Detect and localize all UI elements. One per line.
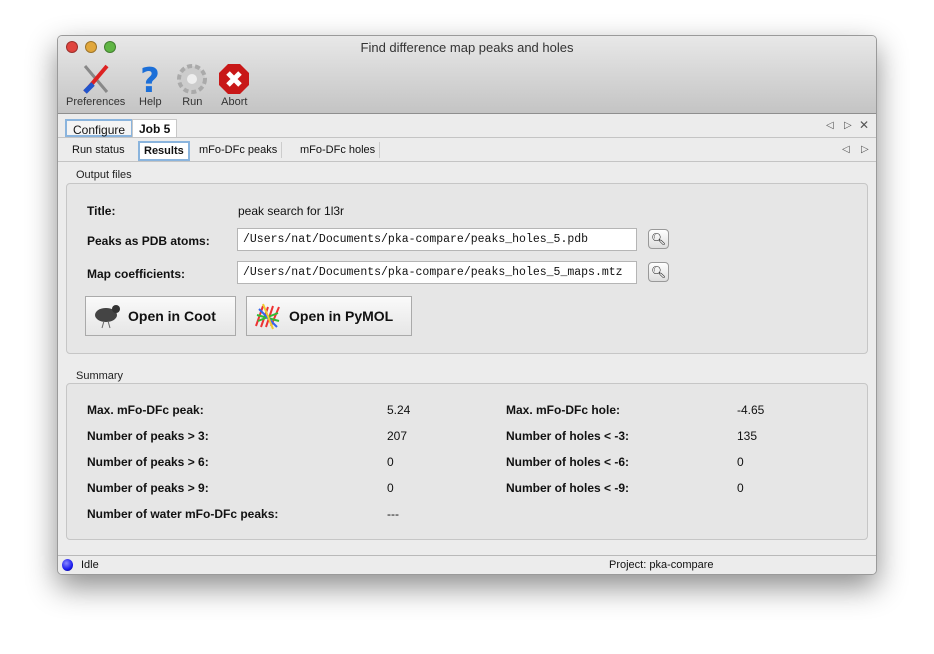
summary-label: Number of holes < -9: xyxy=(506,481,630,495)
output-files-heading: Output files xyxy=(76,169,132,181)
subtab-scroll-left-icon[interactable]: ◁ xyxy=(842,144,850,155)
summary-label: Max. mFo-DFc hole: xyxy=(506,403,621,417)
status-bar: Idle Project: pka-compare xyxy=(58,555,876,574)
abort-button[interactable]: Abort xyxy=(215,62,253,108)
summary-value: 207 xyxy=(387,429,408,443)
pymol-icon xyxy=(255,303,280,330)
output-files-panel: Title: peak search for 1l3r Peaks as PDB… xyxy=(66,183,868,354)
summary-label: Number of holes < -3: xyxy=(506,429,630,443)
minimize-window-button[interactable] xyxy=(85,41,97,53)
coot-bird-icon xyxy=(95,305,120,329)
abort-icon xyxy=(219,64,250,94)
open-in-pymol-button[interactable]: Open in PyMOL xyxy=(246,296,412,336)
summary-label: Number of peaks > 9: xyxy=(87,481,209,495)
map-path-field[interactable]: /Users/nat/Documents/pka-compare/peaks_h… xyxy=(237,261,637,284)
summary-value: 135 xyxy=(737,429,758,443)
map-label: Map coefficients: xyxy=(87,267,186,281)
summary-label: Number of water mFo-DFc peaks: xyxy=(87,507,279,521)
run-label: Run xyxy=(182,96,203,108)
subtab-run-status[interactable]: Run status xyxy=(72,144,125,156)
magnifier-icon: 🔍︎ xyxy=(650,265,667,279)
coot-label: Open in Coot xyxy=(128,308,216,324)
subtab-results[interactable]: Results xyxy=(138,141,190,161)
run-button[interactable]: Run xyxy=(173,62,211,108)
open-in-coot-button[interactable]: Open in Coot xyxy=(85,296,236,336)
summary-heading: Summary xyxy=(76,370,124,382)
summary-label: Number of peaks > 6: xyxy=(87,455,209,469)
tab-job-5[interactable]: Job 5 xyxy=(132,119,178,137)
help-label: Help xyxy=(139,96,162,108)
help-icon: ? xyxy=(140,62,160,96)
help-button[interactable]: ? Help xyxy=(131,62,169,108)
summary-panel: Max. mFo-DFc peak: 5.24 Number of peaks … xyxy=(66,383,868,540)
svg-text:?: ? xyxy=(140,62,160,96)
summary-label: Number of holes < -6: xyxy=(506,455,630,469)
subtab-scroll-right-icon[interactable]: ▷ xyxy=(861,144,869,155)
summary-label: Number of peaks > 3: xyxy=(87,429,209,443)
title-bar: Find difference map peaks and holes Pref… xyxy=(58,36,876,114)
project-text: Project: pka-compare xyxy=(609,559,714,571)
summary-label: Max. mFo-DFc peak: xyxy=(87,403,204,417)
zoom-window-button[interactable] xyxy=(104,41,116,53)
close-window-button[interactable] xyxy=(66,41,78,53)
tab-scroll-left-icon[interactable]: ◁ xyxy=(826,120,834,131)
pdb-label: Peaks as PDB atoms: xyxy=(87,234,210,248)
browse-pdb-button[interactable]: 🔍︎ xyxy=(648,229,669,249)
subtab-peaks[interactable]: mFo-DFc peaks xyxy=(195,142,283,158)
tab-scroll-right-icon[interactable]: ▷ xyxy=(844,120,852,131)
summary-value: 0 xyxy=(737,455,744,469)
status-text: Idle xyxy=(81,559,99,571)
summary-value: 0 xyxy=(387,481,394,495)
status-indicator-icon xyxy=(62,559,73,571)
abort-label: Abort xyxy=(221,96,248,108)
summary-value: 5.24 xyxy=(387,403,411,417)
magnifier-icon: 🔍︎ xyxy=(650,232,667,246)
summary-value: -4.65 xyxy=(737,403,765,417)
pdb-path-field[interactable]: /Users/nat/Documents/pka-compare/peaks_h… xyxy=(237,228,637,251)
preferences-label: Preferences xyxy=(66,96,126,108)
gear-icon xyxy=(177,64,208,94)
browse-map-button[interactable]: 🔍︎ xyxy=(648,262,669,282)
main-window: Find difference map peaks and holes Pref… xyxy=(57,35,877,575)
pymol-label: Open in PyMOL xyxy=(289,308,394,324)
title-value: peak search for 1l3r xyxy=(238,204,345,218)
close-tab-icon[interactable]: ✕ xyxy=(859,118,870,132)
tab-configure[interactable]: Configure xyxy=(65,119,134,137)
summary-value: --- xyxy=(387,507,399,521)
summary-value: 0 xyxy=(387,455,394,469)
window-title: Find difference map peaks and holes xyxy=(360,40,574,55)
title-label: Title: xyxy=(87,204,116,218)
subtab-holes[interactable]: mFo-DFc holes xyxy=(296,142,381,158)
preferences-button[interactable]: Preferences xyxy=(64,62,127,108)
tools-icon xyxy=(82,64,109,94)
summary-value: 0 xyxy=(737,481,744,495)
